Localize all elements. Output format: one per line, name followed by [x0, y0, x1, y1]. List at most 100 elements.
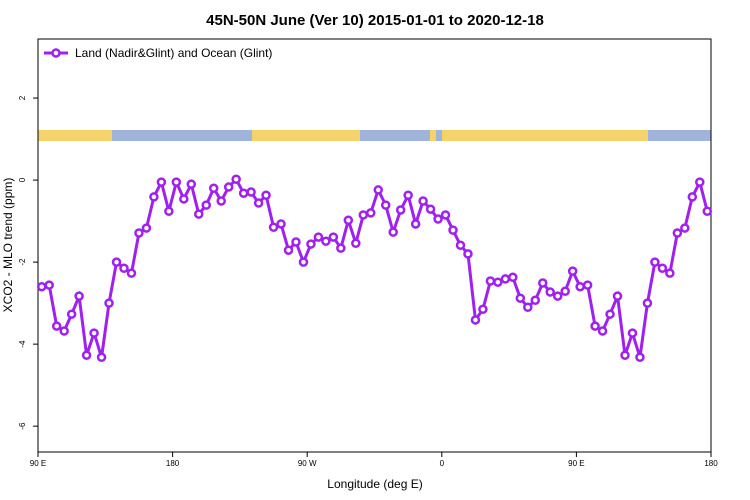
legend-label: Land (Nadir&Glint) and Ocean (Glint): [75, 46, 272, 60]
data-point: [179, 194, 189, 204]
data-point: [291, 237, 301, 247]
data-point: [59, 326, 69, 336]
data-point: [380, 200, 391, 210]
data-point: [508, 272, 518, 283]
data-point: [126, 268, 137, 278]
data-point: [463, 249, 473, 259]
series-line: [41, 176, 709, 358]
plot-frame: [37, 38, 712, 453]
y-tick-label: -6: [18, 422, 27, 430]
data-point: [410, 219, 421, 229]
data-point: [418, 196, 428, 206]
data-point: [66, 309, 77, 319]
data-point: [582, 280, 593, 290]
data-point: [567, 266, 578, 276]
data-point: [470, 315, 481, 325]
data-point: [612, 291, 623, 301]
y-axis-label: XCO2 - MLO trend (ppm): [1, 178, 15, 313]
data-point: [395, 205, 406, 215]
data-point: [627, 328, 638, 338]
data-point: [141, 223, 152, 233]
world-map-strip: [38, 130, 711, 141]
data-point: [208, 183, 219, 194]
data-point: [493, 277, 503, 287]
chart-title: 45N-50N June (Ver 10) 2015-01-01 to 2020…: [206, 12, 544, 29]
data-point: [455, 240, 466, 251]
data-point: [500, 274, 511, 284]
data-point: [268, 222, 279, 232]
data-point: [261, 190, 271, 201]
data-point: [695, 177, 705, 187]
data-point: [321, 236, 331, 246]
data-point: [366, 208, 376, 218]
data-point: [186, 179, 197, 189]
data-point: [96, 352, 107, 363]
data-point: [440, 210, 451, 220]
data-point: [545, 287, 555, 297]
data-point: [702, 206, 713, 217]
data-point: [478, 304, 488, 315]
data-point: [590, 321, 600, 331]
x-tick-label: 90 E: [30, 459, 46, 468]
data-point: [620, 350, 630, 360]
data-point: [238, 188, 249, 198]
data-point: [313, 232, 324, 242]
data-point: [223, 182, 234, 192]
data-point: [201, 200, 211, 210]
data-point: [523, 302, 533, 312]
data-point: [36, 281, 47, 292]
data-point: [538, 278, 548, 288]
data-point: [680, 223, 690, 233]
data-point: [283, 245, 294, 255]
data-point: [104, 298, 114, 308]
data-point: [687, 192, 698, 202]
data-point: [328, 232, 339, 242]
data-point: [351, 238, 361, 248]
data-point: [605, 309, 615, 319]
data-point: [403, 190, 413, 201]
data-point: [119, 263, 129, 274]
x-tick-label: 180: [704, 459, 718, 468]
data-point: [111, 257, 122, 267]
data-point: [89, 328, 99, 338]
data-point: [336, 243, 346, 253]
data-point: [560, 286, 570, 296]
data-point: [298, 257, 309, 267]
data-point: [650, 257, 660, 267]
data-point: [276, 219, 286, 229]
data-point: [44, 280, 54, 290]
data-point: [575, 281, 585, 292]
data-point: [216, 196, 226, 206]
data-point: [657, 263, 668, 274]
data-point: [134, 228, 144, 238]
data-point: [231, 174, 241, 185]
data-point: [515, 293, 526, 303]
y-tick-label: -4: [18, 340, 27, 348]
data-point: [156, 177, 167, 187]
data-point: [81, 350, 92, 360]
data-point: [194, 209, 204, 219]
x-tick-label: 180: [166, 459, 180, 468]
data-point: [672, 228, 683, 238]
data-point: [171, 177, 182, 187]
data-point: [530, 295, 541, 306]
data-point: [253, 198, 264, 208]
data-point: [552, 291, 563, 301]
data-point: [343, 215, 354, 226]
data-point: [665, 268, 675, 278]
data-point: [448, 225, 458, 235]
y-tick-label: -2: [18, 258, 27, 266]
data-point: [597, 326, 608, 336]
data-point: [149, 192, 159, 202]
data-point: [642, 298, 653, 308]
data-point: [373, 185, 383, 195]
data-point: [164, 206, 174, 217]
data-point: [388, 227, 398, 237]
legend-marker: [51, 48, 61, 58]
y-tick-label: 2: [18, 95, 27, 100]
data-point: [433, 214, 443, 224]
data-point: [306, 239, 316, 249]
data-point: [51, 321, 62, 331]
